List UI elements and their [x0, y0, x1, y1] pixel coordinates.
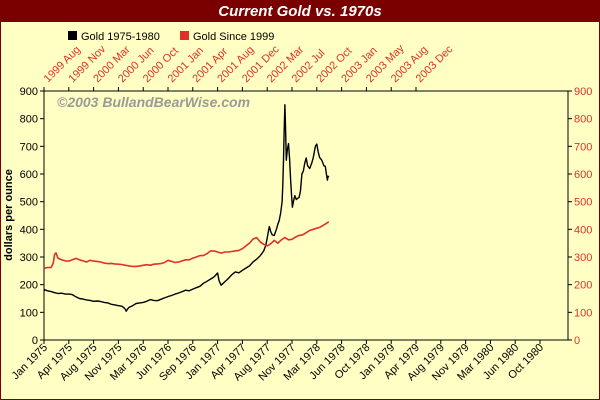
legend-label-1975: Gold 1975-1980 [81, 31, 160, 43]
left-axis: 0 100 200 300 400 500 600 700 800 900 [20, 86, 44, 347]
right-tick-label: 600 [574, 169, 592, 181]
legend-label-1999: Gold Since 1999 [193, 31, 274, 43]
right-axis: 0 100 200 300 400 500 600 700 800 900 [568, 86, 592, 347]
series-layer [43, 104, 330, 312]
y-axis-label: dollars per ounce [3, 169, 15, 261]
left-tick-label: 600 [20, 169, 38, 181]
right-tick-label: 200 [574, 280, 592, 292]
right-tick-label: 500 [574, 197, 592, 209]
series-line-0 [43, 104, 330, 312]
right-tick-label: 0 [574, 335, 580, 347]
left-tick-label: 800 [20, 114, 38, 126]
right-tick-label: 800 [574, 114, 592, 126]
right-tick-label: 400 [574, 224, 592, 236]
left-tick-label: 200 [20, 280, 38, 292]
left-tick-label: 300 [20, 252, 38, 264]
right-tick-label: 100 [574, 307, 592, 319]
watermark: ©2003 BullandBearWise.com [57, 94, 250, 110]
left-tick-label: 0 [32, 335, 38, 347]
chart-title: Current Gold vs. 1970s [218, 3, 381, 20]
right-tick-label: 700 [574, 141, 592, 153]
left-tick-label: 500 [20, 197, 38, 209]
series-line-1 [43, 220, 330, 270]
left-tick-label: 900 [20, 86, 38, 98]
left-tick-label: 100 [20, 307, 38, 319]
left-tick-label: 400 [20, 224, 38, 236]
legend: Gold 1975-1980 Gold Since 1999 [68, 31, 274, 43]
title-bar [0, 0, 600, 22]
legend-swatch-1975 [68, 31, 77, 40]
right-tick-label: 900 [574, 86, 592, 98]
right-tick-label: 300 [574, 252, 592, 264]
legend-swatch-1999 [180, 31, 189, 40]
left-tick-label: 700 [20, 141, 38, 153]
plot-area [43, 90, 569, 341]
